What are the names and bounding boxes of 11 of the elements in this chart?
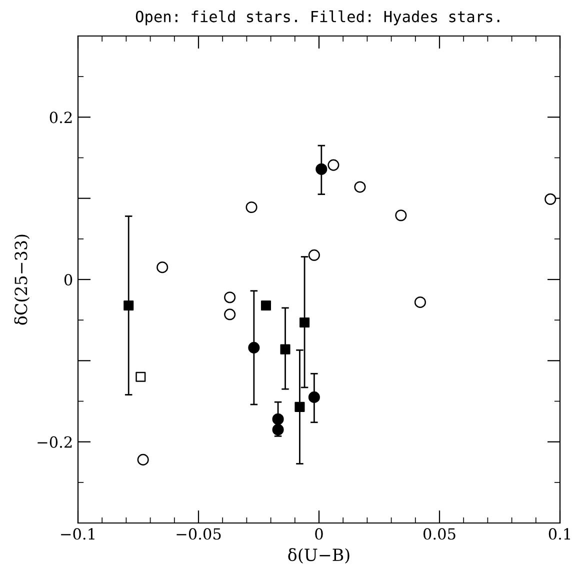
y-tick-label: 0.2: [50, 112, 72, 124]
x-axis-title: δ(U−B): [288, 548, 350, 564]
x-tick-label: 0.05: [424, 528, 456, 540]
x-tick-label: 0.1: [548, 528, 570, 540]
y-tick-label: −0.2: [38, 436, 72, 448]
x-tick-label: 0: [315, 528, 323, 540]
x-tick-label: −0.1: [61, 528, 94, 540]
y-axis-title: δC(25−33): [14, 234, 30, 325]
x-tick-label: −0.05: [176, 528, 221, 540]
chart-title: Open: field stars. Filled: Hyades stars.: [136, 10, 500, 26]
y-tick-label: 0: [64, 274, 72, 286]
